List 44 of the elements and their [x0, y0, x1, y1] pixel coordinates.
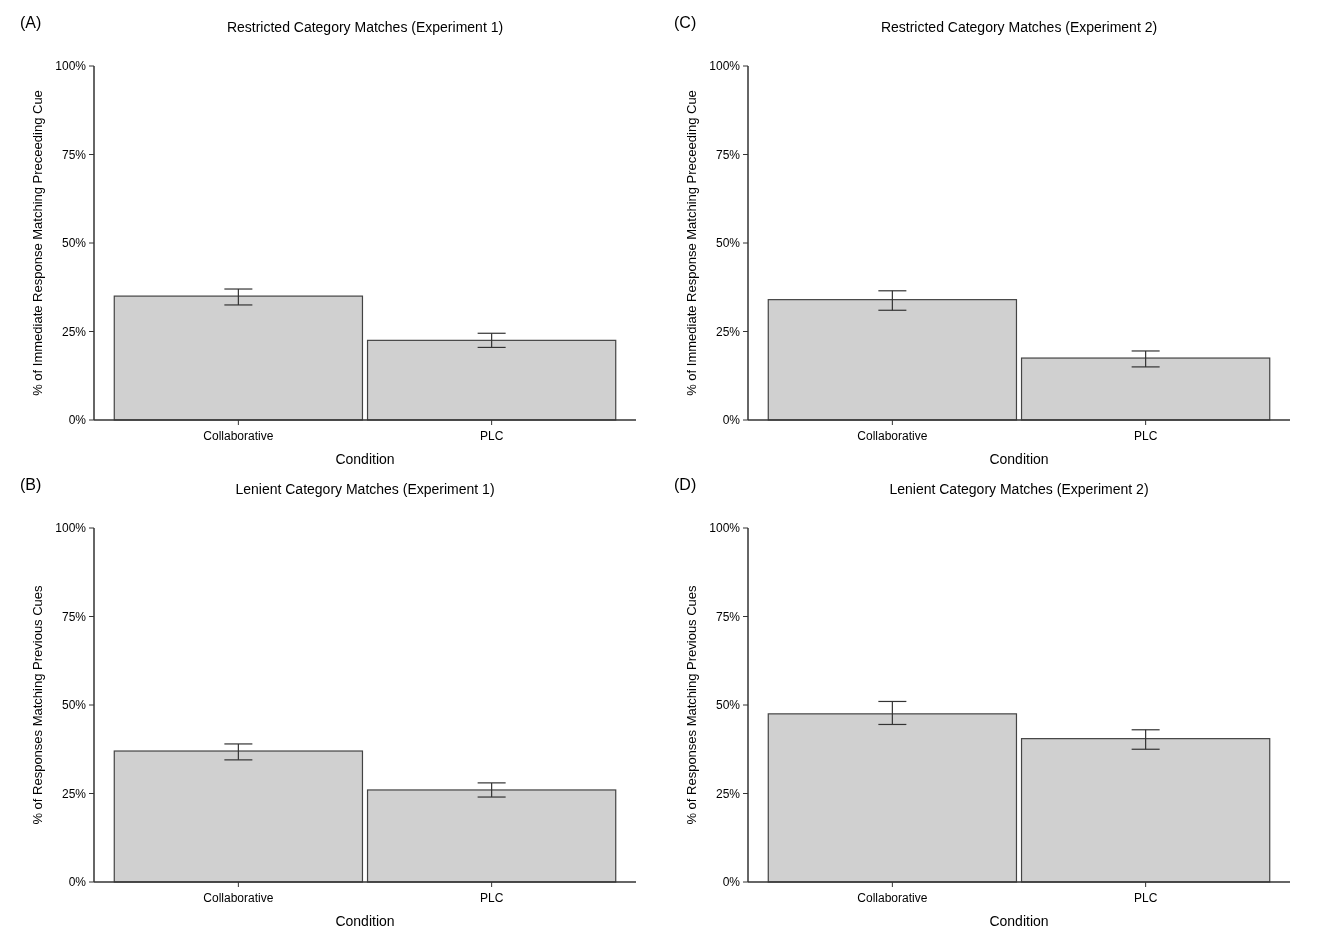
x-tick-label: PLC: [479, 429, 504, 443]
y-axis-title: % of Responses Matching Previous Cues: [684, 584, 699, 825]
y-tick-label: 100%: [709, 59, 741, 74]
x-tick-label: Collaborative: [857, 891, 928, 905]
x-axis-title: Condition: [335, 451, 395, 467]
y-tick-label: 75%: [61, 609, 87, 624]
y-tick-label: 50%: [715, 236, 741, 251]
y-tick-label: 0%: [68, 875, 87, 890]
chart-title: Restricted Category Matches (Experiment 1): [226, 19, 504, 35]
y-tick-label: 25%: [61, 786, 87, 801]
text: (B): [20, 476, 42, 493]
y-tick-label: 25%: [715, 786, 741, 801]
y-tick-label: 50%: [715, 698, 741, 713]
chart-title: Lenient Category Matches (Experiment 2): [889, 481, 1149, 497]
y-tick-label: 100%: [55, 59, 87, 74]
x-tick-label: PLC: [1133, 429, 1158, 443]
y-tick-label: 50%: [61, 236, 87, 251]
y-tick-label: 0%: [68, 413, 87, 428]
x-axis-title: Condition: [989, 913, 1049, 929]
y-tick-label: 25%: [715, 324, 741, 339]
chart-title: Lenient Category Matches (Experiment 1): [235, 481, 495, 497]
y-tick-label: 100%: [709, 521, 741, 536]
text: (A): [20, 14, 42, 31]
x-tick-label: Collaborative: [857, 429, 928, 443]
x-tick-label: PLC: [1133, 891, 1158, 905]
x-axis-title: Condition: [335, 913, 395, 929]
x-axis-title: Condition: [989, 451, 1049, 467]
text: (D): [674, 476, 697, 493]
y-axis-title: % of Immediate Response Matching Preceeding Cue: [30, 90, 45, 396]
y-tick-label: 100%: [55, 521, 87, 536]
y-tick-label: 0%: [722, 875, 741, 890]
x-tick-label: Collaborative: [203, 429, 274, 443]
y-tick-label: 0%: [722, 413, 741, 428]
x-tick-label: Collaborative: [203, 891, 274, 905]
x-tick-label: PLC: [479, 891, 504, 905]
y-axis-title: % of Responses Matching Previous Cues: [30, 584, 45, 825]
text: (C): [674, 14, 697, 31]
y-tick-label: 25%: [61, 324, 87, 339]
chart-title: Restricted Category Matches (Experiment 2): [880, 19, 1158, 35]
y-tick-label: 75%: [715, 609, 741, 624]
y-tick-label: 75%: [61, 147, 87, 162]
y-tick-label: 50%: [61, 698, 87, 713]
y-tick-label: 75%: [715, 147, 741, 162]
y-axis-title: % of Immediate Response Matching Preceeding Cue: [684, 90, 699, 396]
